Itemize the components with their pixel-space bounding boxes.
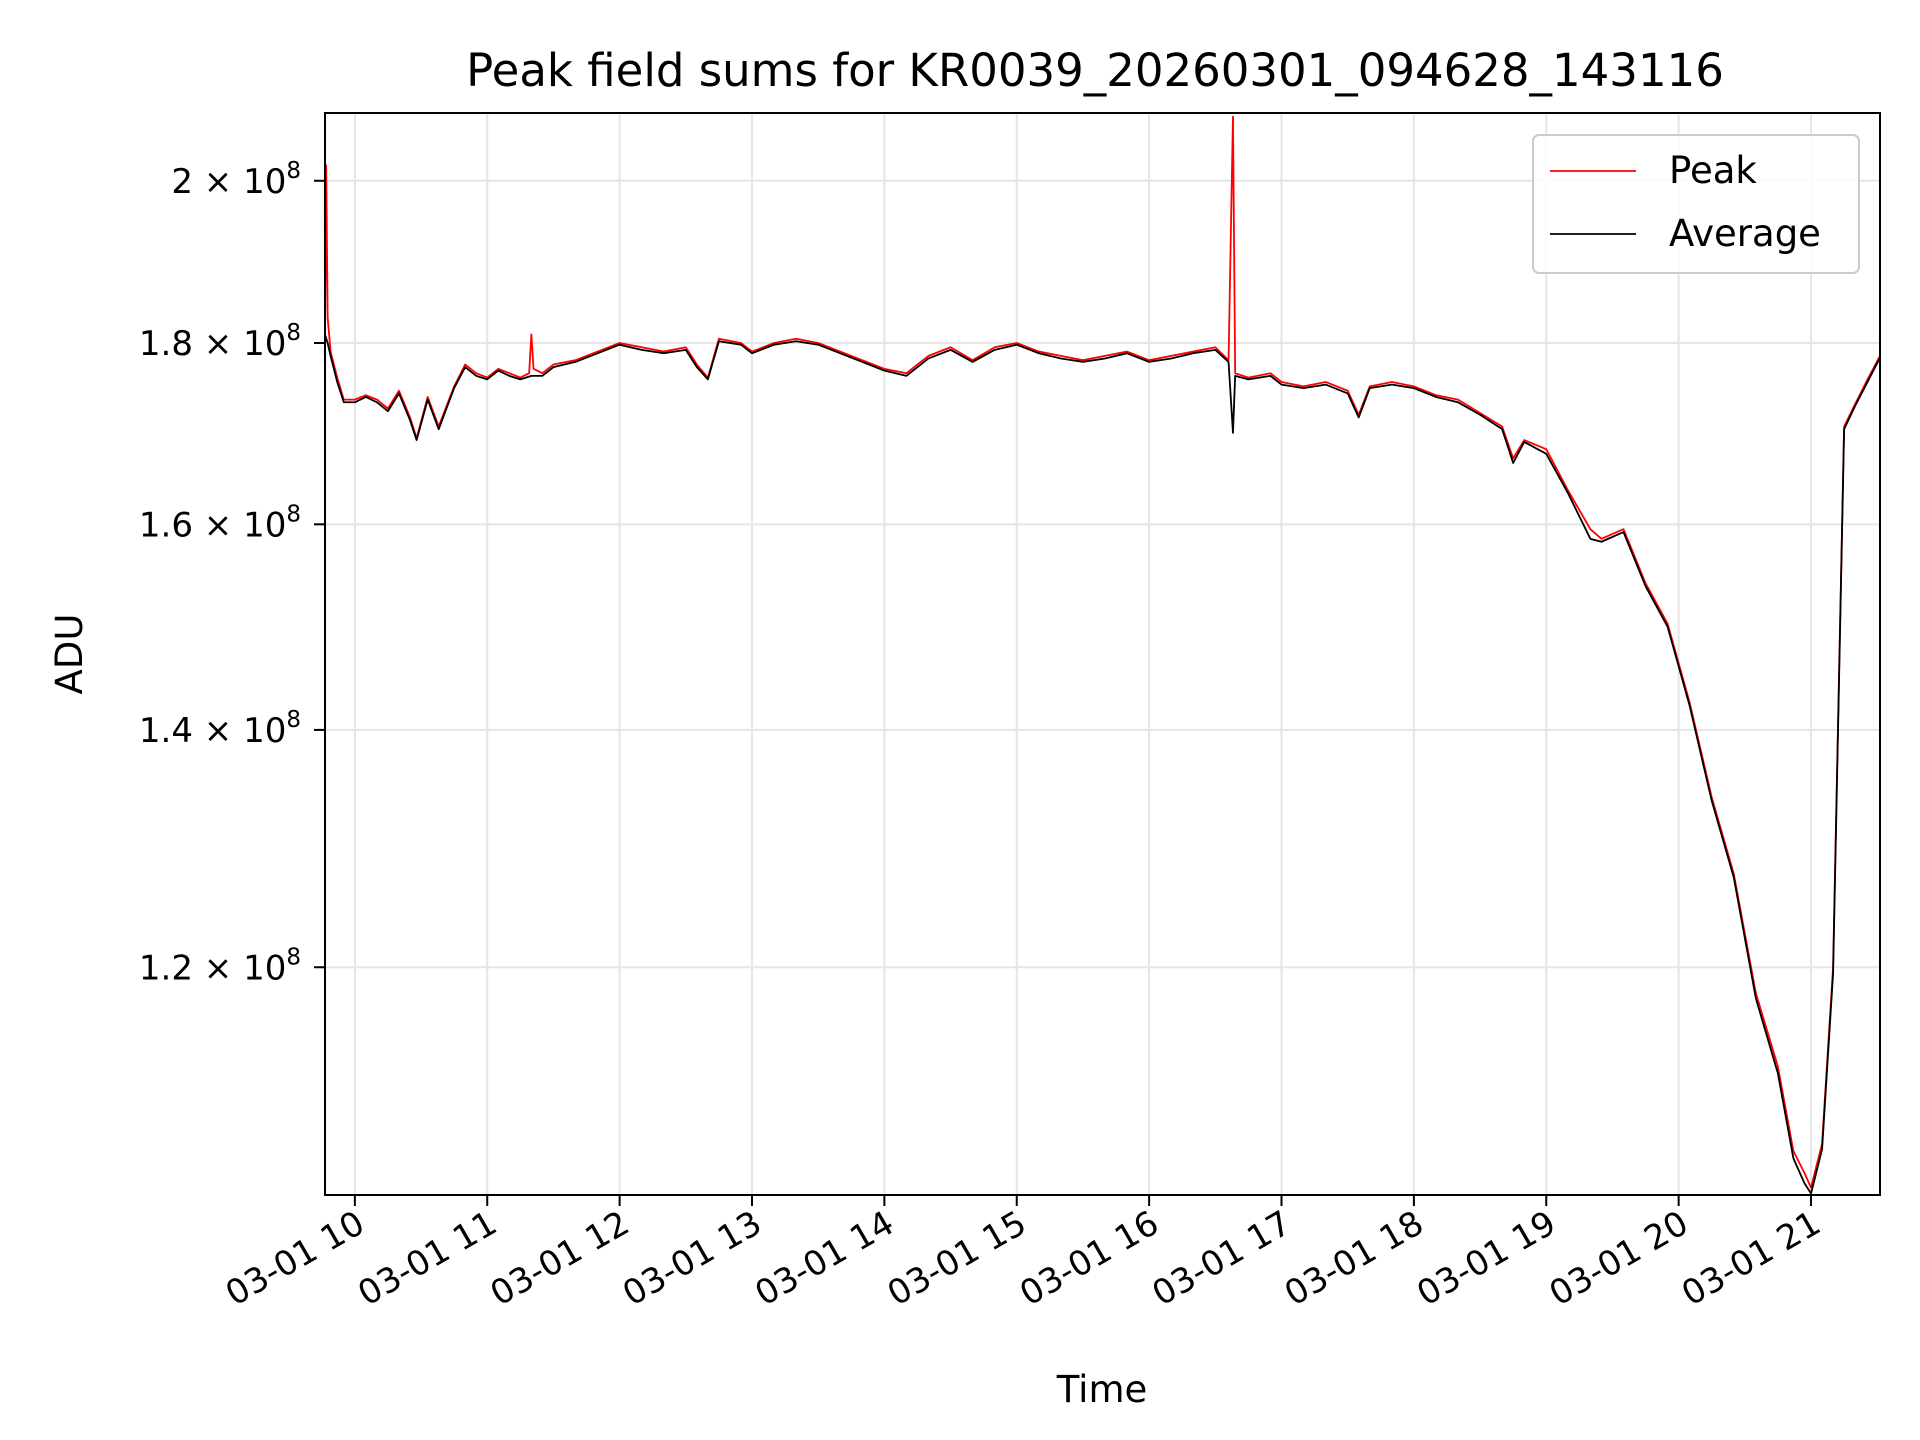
y-tick-exponent: 8	[286, 158, 301, 184]
legend: Peak Average	[1532, 134, 1860, 274]
y-tick-label: 1.4 × 108	[139, 707, 301, 751]
y-tick-mantissa: 1.4	[139, 711, 193, 751]
y-tick-mantissa: 2	[171, 162, 193, 202]
x-axis-label: Time	[1056, 1368, 1148, 1411]
y-tick-times-ten: × 10	[193, 711, 286, 751]
grid-lines	[325, 113, 1880, 1195]
y-tick-label: 1.8 × 108	[139, 320, 301, 364]
y-axis-label: ADU	[48, 614, 91, 695]
series-line-average	[325, 334, 1880, 1195]
legend-box	[1532, 134, 1860, 274]
y-tick-times-ten: × 10	[193, 505, 286, 545]
y-tick-label: 1.2 × 108	[139, 944, 301, 988]
y-tick-mantissa: 1.2	[139, 948, 193, 988]
chart-title: Peak field sums for KR0039_20260301_0946…	[466, 44, 1724, 97]
legend-label-average: Average	[1669, 212, 1821, 255]
y-tick-mantissa: 1.6	[139, 505, 193, 545]
legend-label-peak: Peak	[1669, 149, 1757, 192]
y-tick-label: 1.6 × 108	[139, 501, 301, 545]
y-tick-exponent: 8	[286, 944, 301, 970]
plot-frame	[324, 112, 1881, 1196]
y-tick-label: 2 × 108	[171, 158, 301, 202]
y-tick-exponent: 8	[286, 501, 301, 527]
series-line-peak	[325, 115, 1880, 1189]
y-tick-mantissa: 1.8	[139, 324, 193, 364]
y-tick-times-ten: × 10	[193, 162, 286, 202]
y-tick-times-ten: × 10	[193, 324, 286, 364]
series-layer	[325, 115, 1880, 1195]
y-tick-times-ten: × 10	[193, 948, 286, 988]
y-tick-exponent: 8	[286, 707, 301, 733]
y-tick-exponent: 8	[286, 320, 301, 346]
